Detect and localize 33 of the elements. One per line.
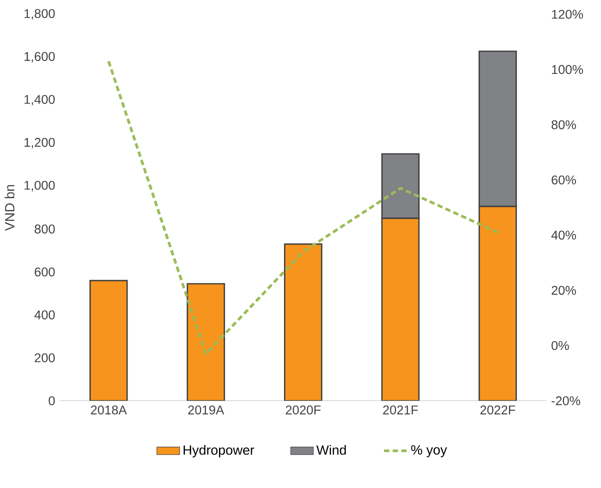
y-tick-label: 1,400 <box>24 95 55 106</box>
y2-tick-label: -20% <box>552 396 580 406</box>
y-tick-label: 0 <box>48 396 55 406</box>
y2-tick-label: 60% <box>552 176 576 185</box>
bar <box>186 283 226 401</box>
y2-tick-label: 20% <box>552 286 576 295</box>
bar <box>284 244 322 401</box>
line-series <box>107 60 500 356</box>
y-tick-label: 1,200 <box>24 138 55 149</box>
y2-tick-label: 120% <box>552 10 583 19</box>
x-tick-label: 2022F <box>480 406 516 415</box>
y2-tick-label: 100% <box>552 65 583 74</box>
legend-label: % yoy <box>411 445 448 458</box>
y-tick-label: 1,600 <box>24 52 55 63</box>
bar <box>381 218 420 401</box>
legend-label: Wind <box>316 445 346 455</box>
x-tick-label: 2018A <box>90 406 127 415</box>
bar <box>478 206 517 401</box>
y2-tick-label: 0% <box>552 341 569 350</box>
y-tick-label: 400 <box>34 310 55 320</box>
y2-tick-label: 40% <box>551 230 576 240</box>
y-tick-label: 800 <box>34 224 55 234</box>
x-tick-label: 2020F <box>286 406 321 415</box>
y-tick-label: 1,000 <box>24 180 55 192</box>
y-tick-label: 200 <box>34 353 55 362</box>
x-tick-label: 2021F <box>383 406 418 415</box>
bar <box>89 280 128 401</box>
legend-label: Hydropower <box>184 445 254 458</box>
y-tick-label: 1,800 <box>24 9 55 20</box>
y-axis-title: VND bn <box>4 185 14 231</box>
y-tick-label: 600 <box>34 268 55 277</box>
y2-tick-label: 80% <box>552 120 576 130</box>
x-tick-label: 2019A <box>188 406 224 415</box>
